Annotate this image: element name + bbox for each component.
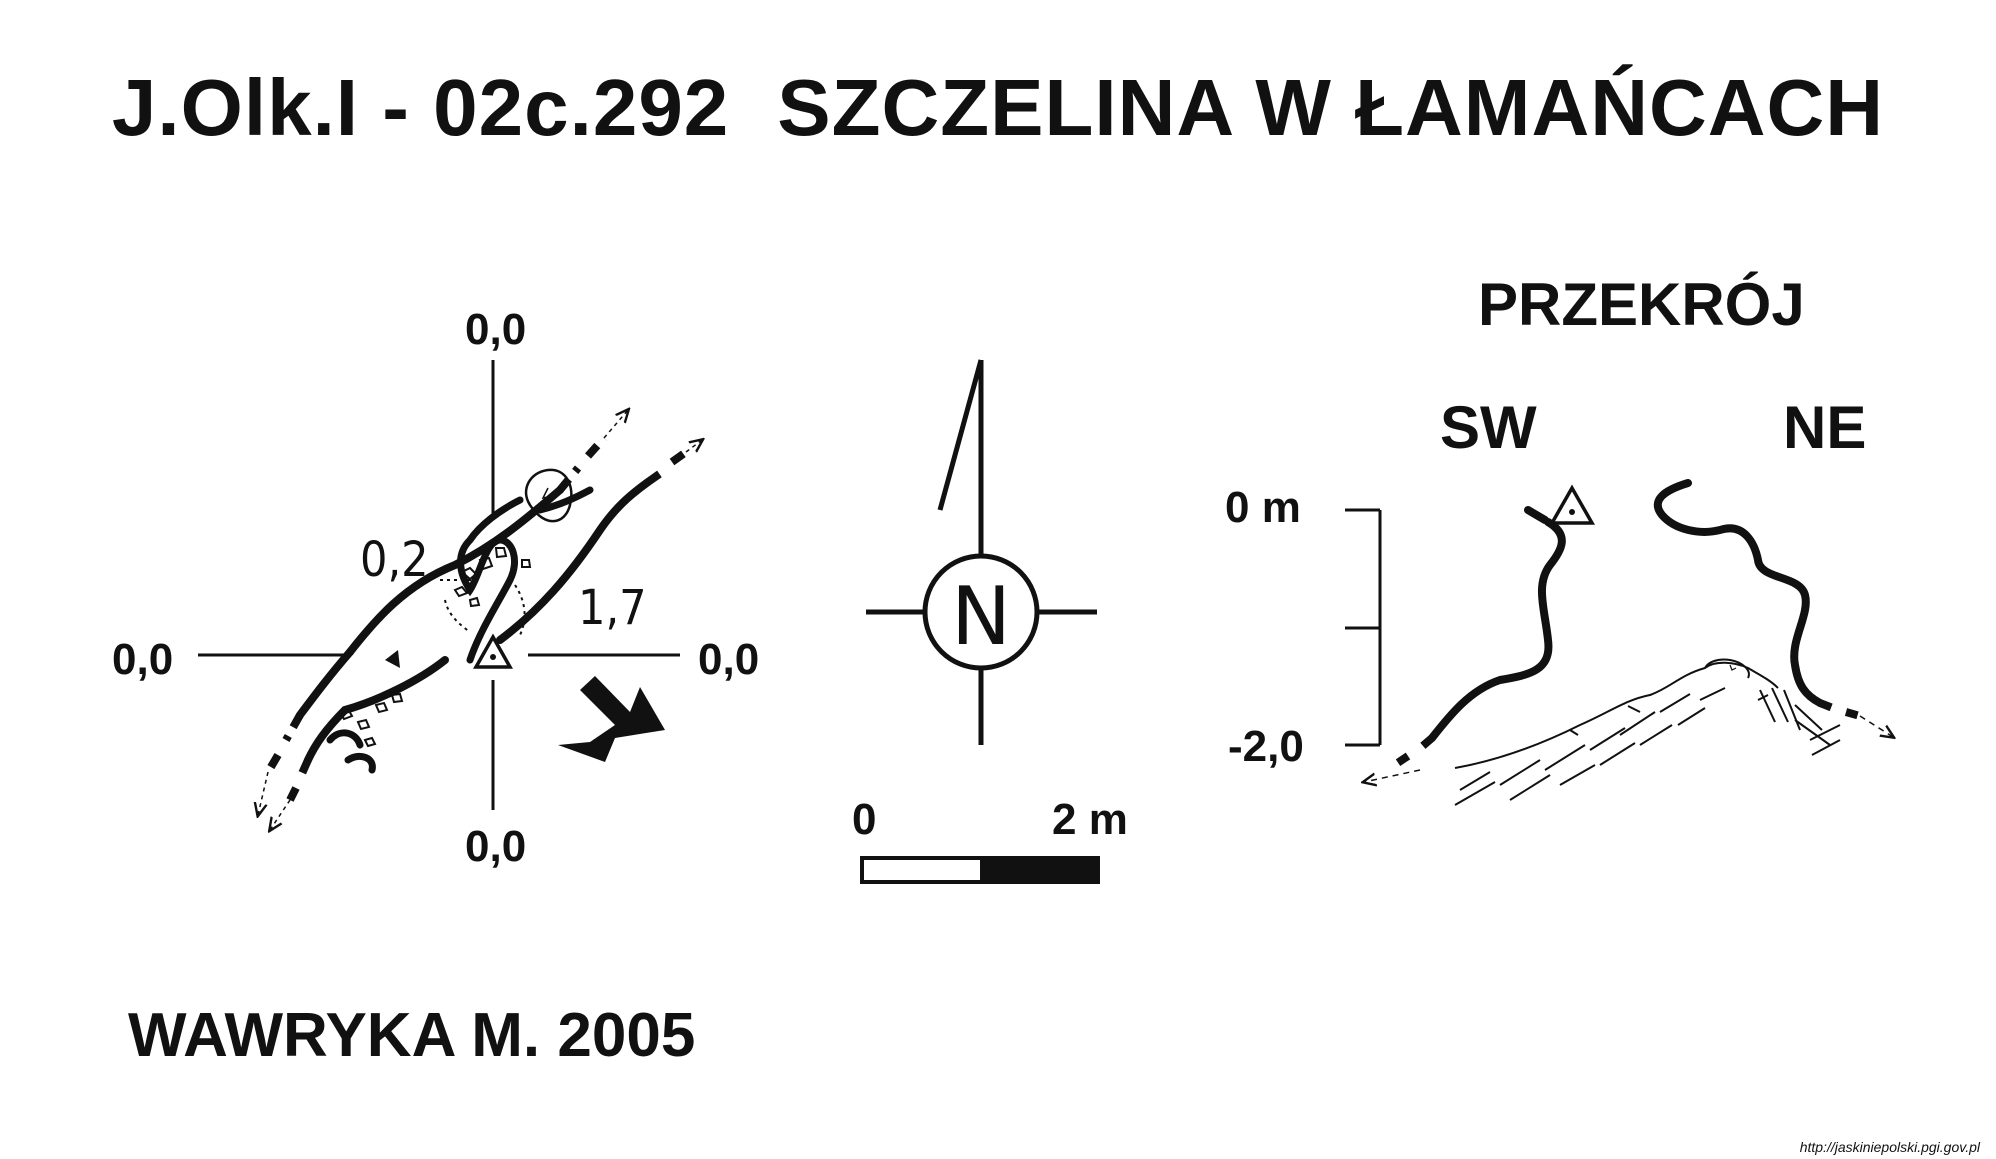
cave-wall-right-continuation [645, 448, 689, 486]
scale-bar-filled-half [980, 858, 1098, 882]
ledge-lower-left-2 [344, 752, 376, 774]
plan-datum-bottom: 0,0 [465, 822, 527, 871]
section-heading: PRZEKRÓJ [1478, 271, 1805, 338]
cave-wall-right-lower-b [304, 706, 349, 764]
cross-section-view [1345, 479, 1893, 806]
plan-datum-left: 0,0 [112, 635, 174, 684]
passage-continuation-arrow-sw-1 [258, 771, 269, 815]
section-floor-hatching [1454, 687, 1726, 806]
section-wall-ne [1653, 479, 1824, 707]
compass-circle [922, 553, 1040, 671]
ledge-lower-left [326, 729, 364, 749]
section-direction-ne: NE [1783, 394, 1867, 461]
rubble-stones-upper [453, 547, 532, 608]
section-boulder [1704, 658, 1750, 679]
scale-bar-start-label: 0 [852, 795, 877, 844]
entrance-triangle-icon [472, 633, 514, 669]
section-continuation-arrow-ne [1859, 715, 1893, 737]
section-direction-sw: SW [1440, 394, 1537, 461]
section-depth-bottom: -2,0 [1228, 722, 1304, 771]
passage-continuation-arrow-sw-2 [270, 799, 291, 830]
cave-wall-left-lower [296, 648, 354, 719]
section-depth-top: 0 m [1225, 483, 1301, 532]
entrance-datum-dot [490, 654, 496, 660]
cave-name: SZCZELINA W ŁAMAŃCACH [777, 63, 1885, 152]
north-letter: N [951, 570, 1011, 663]
rubble-stones-lower [338, 692, 404, 748]
rock-pillar [457, 496, 524, 664]
section-ne-rubble-hatching [1757, 687, 1841, 756]
section-entrance-dot [1569, 509, 1575, 515]
page-title: J.Olk.I - 02c.292 SZCZELINA W ŁAMAŃCACH [0, 62, 1996, 154]
plan-view [198, 360, 702, 830]
author-credit: WAWRYKA M. 2005 [128, 1001, 696, 1070]
cave-wall-right [496, 478, 652, 644]
cave-wall-left [346, 486, 564, 656]
threshold-line-2 [444, 599, 471, 633]
section-floor-outline [1454, 661, 1779, 769]
plan-depth-label-b: 1,7 [578, 580, 647, 636]
passage-continuation-arrow-ne-2 [685, 440, 702, 453]
scale-bar-end-label: 2 m [1052, 795, 1128, 844]
cave-wall-right-lower-continuation [286, 758, 312, 802]
section-wall-ne-continuation [1818, 699, 1862, 720]
cave-code: J.Olk.I - 02c.292 [111, 63, 730, 152]
scale-bar [860, 856, 1100, 884]
inner-wall-ne [536, 486, 594, 514]
north-arrow-barb [937, 359, 984, 511]
cave-wall-left-continuation [556, 435, 607, 493]
section-entrance-triangle-icon [1548, 484, 1596, 525]
section-boulder-mark [1729, 664, 1737, 671]
section-wall-sw-continuation [1393, 734, 1435, 768]
entrance-direction-arrow-icon [558, 676, 665, 762]
section-wall-sw [1428, 506, 1566, 742]
north-arrow [866, 359, 1097, 745]
passage-continuation-arrow-ne-1 [603, 410, 628, 439]
plan-depth-label-a: 0,2 [360, 532, 429, 588]
source-url: http://jaskiniepolski.pgi.gov.pl [1799, 1139, 1980, 1155]
plan-datum-top: 0,0 [465, 305, 527, 354]
cave-wall-left-lower-continuation [264, 713, 304, 775]
boulder-outline [524, 468, 573, 523]
cave-wall-right-lower [341, 656, 449, 714]
section-continuation-arrow-sw [1364, 769, 1421, 782]
slope-mark [385, 650, 400, 668]
boulder-mark [541, 487, 554, 500]
plan-datum-right: 0,0 [698, 635, 760, 684]
